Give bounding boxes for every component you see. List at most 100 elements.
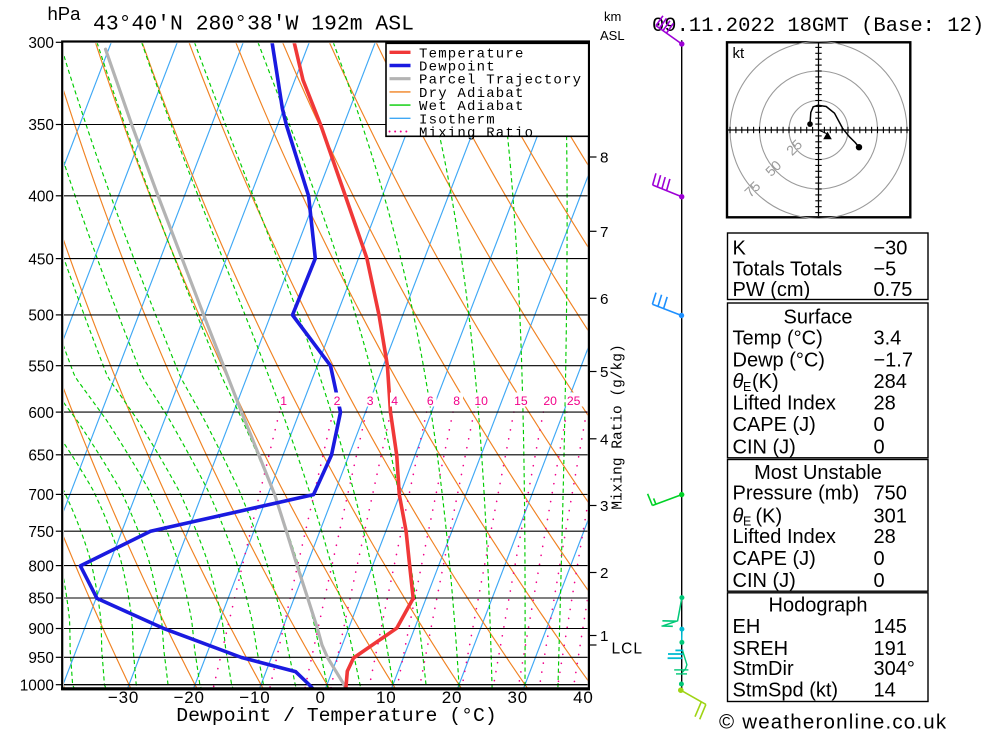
svg-text:0: 0 [874,570,885,592]
svg-text:CIN (J): CIN (J) [733,436,796,458]
svg-text:301: 301 [874,506,907,528]
svg-text:0.75: 0.75 [874,279,913,301]
svg-text:6: 6 [600,291,608,308]
svg-text:E: E [743,380,751,394]
svg-text:ASL: ASL [600,28,625,43]
svg-text:284: 284 [874,371,907,393]
svg-text:Most Unstable: Most Unstable [754,462,882,484]
svg-text:191: 191 [874,638,907,660]
svg-text:2: 2 [600,565,608,582]
svg-text:450: 450 [28,251,54,268]
svg-text:14: 14 [874,680,896,702]
svg-text:(K): (K) [756,506,783,528]
svg-text:Temp (°C): Temp (°C) [733,327,823,349]
svg-text:950: 950 [28,650,54,667]
svg-text:800: 800 [28,558,54,575]
svg-text:θ: θ [733,371,744,393]
svg-text:−30: −30 [108,688,139,707]
svg-text:Isotherm: Isotherm [419,112,496,128]
svg-text:LCL: LCL [612,641,643,658]
svg-text:3.4: 3.4 [874,327,902,349]
svg-text:Dewpoint: Dewpoint [419,60,496,76]
svg-text:StmSpd (kt): StmSpd (kt) [733,680,839,702]
svg-text:−30: −30 [874,238,908,260]
svg-text:3: 3 [367,394,374,408]
svg-text:4: 4 [391,394,398,408]
svg-text:−1.7: −1.7 [874,350,913,372]
svg-text:1: 1 [280,394,287,408]
svg-text:0: 0 [874,548,885,570]
svg-text:500: 500 [28,308,54,325]
svg-text:PW (cm): PW (cm) [733,279,811,301]
svg-text:750: 750 [28,524,54,541]
svg-text:145: 145 [874,616,907,638]
svg-text:28: 28 [874,392,896,414]
svg-text:θ: θ [733,506,744,528]
svg-text:25: 25 [567,394,581,408]
svg-text:650: 650 [28,448,54,465]
svg-text:10: 10 [376,688,397,707]
svg-text:10: 10 [474,394,488,408]
svg-text:750: 750 [874,483,907,505]
svg-text:Parcel Trajectory: Parcel Trajectory [419,73,582,89]
svg-text:30: 30 [507,688,528,707]
svg-text:550: 550 [28,358,54,375]
svg-text:2: 2 [334,394,341,408]
svg-text:8: 8 [600,150,608,167]
svg-text:5: 5 [600,364,608,381]
svg-text:CAPE (J): CAPE (J) [733,414,816,436]
svg-text:4: 4 [600,431,608,448]
svg-text:SREH: SREH [733,638,789,660]
svg-text:Mixing Ratio (g/kg): Mixing Ratio (g/kg) [611,344,627,509]
svg-text:350: 350 [28,117,54,134]
svg-text:Surface: Surface [784,307,853,329]
svg-text:CAPE (J): CAPE (J) [733,548,816,570]
svg-text:Mixing Ratio: Mixing Ratio [419,126,534,142]
svg-text:304°: 304° [874,658,915,680]
svg-text:Wet Adiabat: Wet Adiabat [419,99,525,115]
svg-text:09.11.2022 18GMT (Base: 12): 09.11.2022 18GMT (Base: 12) [652,15,984,38]
svg-text:Temperature: Temperature [419,46,525,62]
svg-text:20: 20 [543,394,557,408]
svg-text:0: 0 [315,688,325,707]
svg-text:300: 300 [28,35,54,52]
svg-text:km: km [604,9,621,24]
svg-text:850: 850 [28,591,54,608]
svg-text:6: 6 [427,394,434,408]
svg-text:600: 600 [28,405,54,422]
svg-text:StmDir: StmDir [733,658,794,680]
svg-text:43°40'N 280°38'W 192m ASL: 43°40'N 280°38'W 192m ASL [93,13,414,37]
svg-text:Dewpoint / Temperature (°C): Dewpoint / Temperature (°C) [176,705,497,727]
svg-text:Totals Totals: Totals Totals [733,258,843,280]
svg-text:28: 28 [874,526,896,548]
svg-text:400: 400 [28,189,54,206]
svg-text:EH: EH [733,616,761,638]
svg-text:40: 40 [573,688,594,707]
svg-text:CIN (J): CIN (J) [733,570,796,592]
svg-text:K: K [733,238,747,260]
svg-text:Lifted Index: Lifted Index [733,392,836,414]
svg-text:−10: −10 [239,688,270,707]
svg-text:8: 8 [453,394,460,408]
svg-text:© weatheronline.co.uk: © weatheronline.co.uk [719,711,947,733]
svg-text:700: 700 [28,487,54,504]
svg-text:1000: 1000 [20,677,54,694]
svg-text:(K): (K) [752,371,779,393]
svg-text:kt: kt [733,45,746,62]
svg-text:Dewp (°C): Dewp (°C) [733,350,825,372]
svg-text:hPa: hPa [48,3,82,24]
svg-text:Pressure (mb): Pressure (mb) [733,483,860,505]
svg-text:900: 900 [28,621,54,638]
svg-text:0: 0 [874,414,885,436]
svg-text:3: 3 [600,498,608,515]
svg-text:20: 20 [442,688,463,707]
svg-text:Hodograph: Hodograph [769,595,868,617]
svg-text:1: 1 [600,628,608,645]
svg-text:Dry Adiabat: Dry Adiabat [419,86,525,102]
svg-text:7: 7 [600,224,608,241]
svg-text:0: 0 [874,436,885,458]
svg-text:Lifted Index: Lifted Index [733,526,836,548]
svg-text:15: 15 [514,394,528,408]
svg-text:E: E [743,515,751,529]
svg-text:−20: −20 [174,688,205,707]
